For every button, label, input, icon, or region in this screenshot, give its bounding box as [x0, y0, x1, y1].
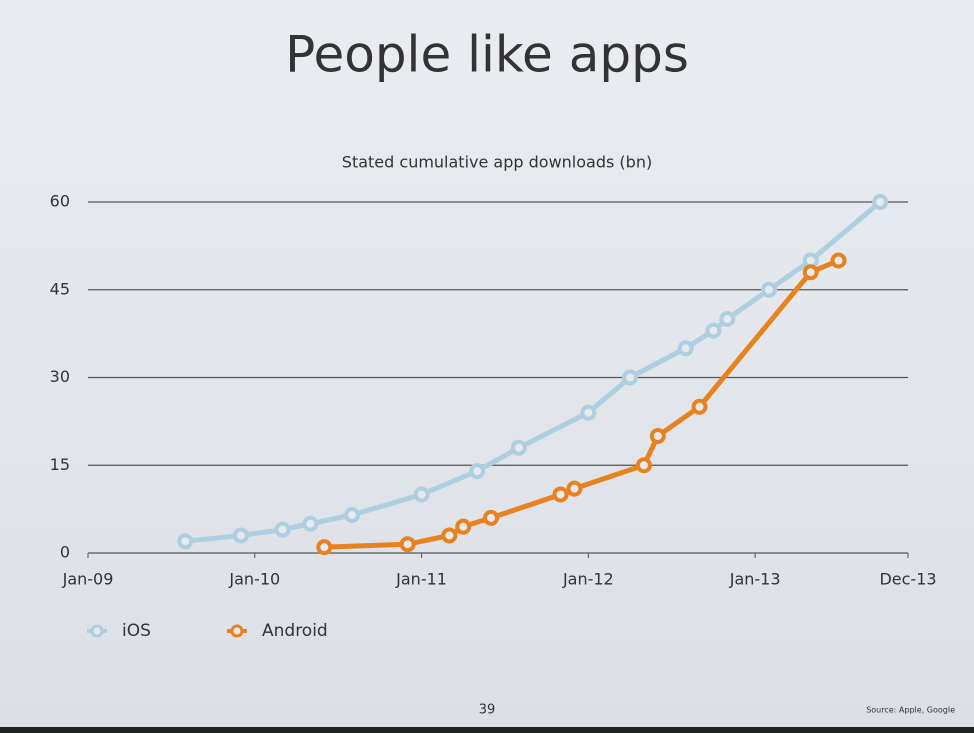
- page-number: 39: [479, 703, 496, 718]
- x-tick-label: Jan-12: [562, 570, 614, 589]
- x-tick-label: Jan-10: [228, 570, 280, 589]
- data-point: [483, 509, 500, 526]
- x-tick-label: Dec-13: [879, 570, 936, 589]
- data-point: [274, 521, 291, 538]
- legend-marker: [230, 624, 244, 638]
- data-point: [761, 281, 778, 298]
- source: Source: Apple, Google: [866, 706, 955, 715]
- data-point: [302, 515, 319, 532]
- data-point: [566, 480, 583, 497]
- data-point: [872, 194, 889, 210]
- data-point: [441, 527, 458, 544]
- x-tick-label: Jan-13: [729, 570, 781, 589]
- x-tick-label: Jan-09: [62, 570, 114, 589]
- bottom-bar: [0, 727, 974, 733]
- data-point: [316, 539, 333, 556]
- data-point: [691, 398, 708, 415]
- series-line: [185, 200, 882, 544]
- data-point: [705, 322, 722, 339]
- data-point: [719, 311, 736, 327]
- y-tick-label: 45: [50, 279, 70, 298]
- y-tick-label: 15: [50, 455, 70, 474]
- y-tick-label: 30: [50, 367, 70, 386]
- data-point: [802, 264, 819, 281]
- data-point: [622, 369, 639, 386]
- data-point: [413, 486, 430, 503]
- legend-marker: [90, 624, 104, 638]
- data-point: [469, 463, 486, 480]
- slide-title: People like apps: [285, 26, 689, 84]
- data-point: [399, 536, 416, 553]
- data-point: [677, 340, 694, 357]
- data-point: [455, 518, 472, 535]
- data-point: [344, 506, 361, 523]
- chart-title: Stated cumulative app downloads (bn): [342, 153, 652, 172]
- data-point: [580, 404, 597, 421]
- data-point: [635, 457, 652, 474]
- data-point: [232, 527, 249, 544]
- data-point: [552, 486, 569, 503]
- legend-label: iOS: [122, 621, 151, 641]
- data-point: [177, 533, 194, 550]
- y-tick-label: 60: [50, 192, 70, 211]
- legend-label: Android: [262, 621, 328, 641]
- y-tick-label: 0: [60, 543, 70, 562]
- x-tick-label: Jan-11: [395, 570, 447, 589]
- data-point: [510, 439, 527, 456]
- data-point: [830, 252, 847, 269]
- data-point: [649, 428, 666, 444]
